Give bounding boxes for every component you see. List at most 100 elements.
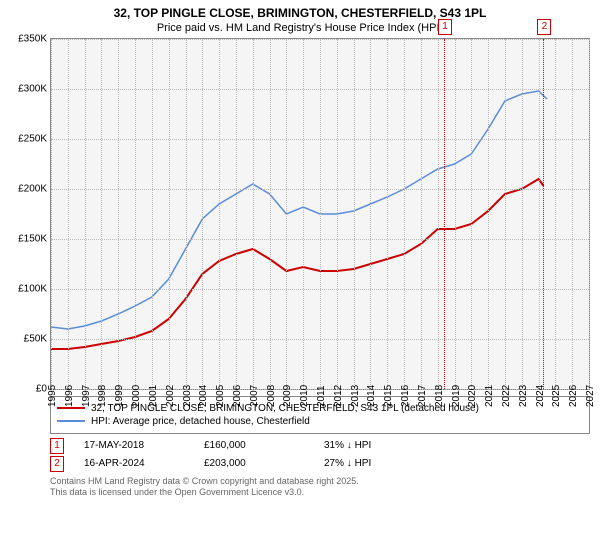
- series-line: [51, 179, 544, 349]
- x-axis-label: 2017: [417, 384, 428, 406]
- gridline-v: [387, 39, 388, 389]
- y-axis-label: £250K: [18, 133, 51, 144]
- gridline-v: [68, 39, 69, 389]
- table-date: 16-APR-2024: [84, 458, 204, 469]
- x-axis-label: 2022: [501, 384, 512, 406]
- gridline-v: [303, 39, 304, 389]
- table-delta: 27% ↓ HPI: [324, 458, 444, 469]
- y-axis-label: £100K: [18, 283, 51, 294]
- gridline-v: [85, 39, 86, 389]
- x-axis-label: 2023: [518, 384, 529, 406]
- marker-line: [543, 39, 544, 389]
- x-axis-label: 2007: [249, 384, 260, 406]
- gridline-v: [471, 39, 472, 389]
- gridline-v: [270, 39, 271, 389]
- table-price: £203,000: [204, 458, 324, 469]
- table-date: 17-MAY-2018: [84, 440, 204, 451]
- gridline-v: [219, 39, 220, 389]
- x-axis-label: 2025: [551, 384, 562, 406]
- x-axis-label: 2020: [467, 384, 478, 406]
- x-axis-label: 2010: [299, 384, 310, 406]
- footer-line2: This data is licensed under the Open Gov…: [50, 487, 590, 499]
- gridline-v: [438, 39, 439, 389]
- chart-title-line1: 32, TOP PINGLE CLOSE, BRIMINGTON, CHESTE…: [0, 0, 600, 22]
- x-axis-label: 2027: [585, 384, 596, 406]
- gridline-v: [455, 39, 456, 389]
- x-axis-label: 2016: [400, 384, 411, 406]
- table-row: 2 16-APR-2024£203,00027% ↓ HPI: [50, 456, 590, 472]
- gridline-v: [539, 39, 540, 389]
- gridline-v: [320, 39, 321, 389]
- gridline-v: [286, 39, 287, 389]
- y-axis-label: £150K: [18, 233, 51, 244]
- gridline-v: [135, 39, 136, 389]
- x-axis-label: 2011: [316, 385, 327, 407]
- gridline-v: [101, 39, 102, 389]
- x-axis-label: 2014: [366, 384, 377, 406]
- legend-swatch: [57, 407, 85, 409]
- chart-plot-area: £0£50K£100K£150K£200K£250K£300K£350K1995…: [50, 38, 590, 390]
- x-axis-label: 2002: [165, 384, 176, 406]
- x-axis-label: 2003: [182, 384, 193, 406]
- x-axis-label: 2001: [148, 384, 159, 406]
- gridline-v: [236, 39, 237, 389]
- x-axis-label: 1997: [81, 384, 92, 406]
- gridline-v: [202, 39, 203, 389]
- chart-title-line2: Price paid vs. HM Land Registry's House …: [0, 22, 600, 34]
- gridline-v: [572, 39, 573, 389]
- gridline-v: [505, 39, 506, 389]
- x-axis-label: 1999: [114, 384, 125, 406]
- gridline-v: [354, 39, 355, 389]
- marker-badge: 2: [537, 19, 551, 35]
- footer-line1: Contains HM Land Registry data © Crown c…: [50, 476, 590, 488]
- x-axis-label: 2021: [484, 384, 495, 406]
- table-marker-badge: 1: [50, 438, 64, 454]
- x-axis-label: 2005: [215, 384, 226, 406]
- y-axis-label: £200K: [18, 183, 51, 194]
- x-axis-label: 2013: [350, 384, 361, 406]
- legend-item: HPI: Average price, detached house, Ches…: [57, 416, 583, 427]
- legend-label: HPI: Average price, detached house, Ches…: [91, 416, 310, 427]
- x-axis-label: 2006: [232, 384, 243, 406]
- gridline-v: [118, 39, 119, 389]
- table-marker-badge: 2: [50, 456, 64, 472]
- marker-data-table: 1 17-MAY-2018£160,00031% ↓ HPI 2 16-APR-202…: [50, 438, 590, 472]
- gridline-v: [169, 39, 170, 389]
- y-axis-label: £350K: [18, 33, 51, 44]
- gridline-v: [404, 39, 405, 389]
- x-axis-label: 2009: [282, 384, 293, 406]
- x-axis-label: 2008: [266, 384, 277, 406]
- gridline-v: [488, 39, 489, 389]
- gridline-v: [555, 39, 556, 389]
- gridline-v: [186, 39, 187, 389]
- chart-container: 32, TOP PINGLE CLOSE, BRIMINGTON, CHESTE…: [0, 0, 600, 560]
- table-row: 1 17-MAY-2018£160,00031% ↓ HPI: [50, 438, 590, 454]
- x-axis-label: 2019: [451, 384, 462, 406]
- gridline-v: [421, 39, 422, 389]
- y-axis-label: £50K: [24, 333, 51, 344]
- gridline-v: [370, 39, 371, 389]
- x-axis-label: 1998: [97, 384, 108, 406]
- gridline-v: [337, 39, 338, 389]
- marker-badge: 1: [438, 19, 452, 35]
- x-axis-label: 1995: [47, 384, 58, 406]
- gridline-v: [51, 39, 52, 389]
- gridline-v: [522, 39, 523, 389]
- gridline-v: [152, 39, 153, 389]
- x-axis-label: 2000: [131, 384, 142, 406]
- x-axis-label: 2015: [383, 384, 394, 406]
- x-axis-label: 2018: [434, 384, 445, 406]
- x-axis-label: 2012: [333, 384, 344, 406]
- x-axis-label: 2026: [568, 384, 579, 406]
- x-axis-label: 1996: [64, 384, 75, 406]
- gridline-v: [253, 39, 254, 389]
- footer-attribution: Contains HM Land Registry data © Crown c…: [50, 476, 590, 499]
- series-line: [51, 91, 547, 329]
- x-axis-label: 2004: [198, 384, 209, 406]
- marker-line: [444, 39, 445, 389]
- table-delta: 31% ↓ HPI: [324, 440, 444, 451]
- legend-swatch: [57, 420, 85, 422]
- table-price: £160,000: [204, 440, 324, 451]
- gridline-v: [589, 39, 590, 389]
- y-axis-label: £300K: [18, 83, 51, 94]
